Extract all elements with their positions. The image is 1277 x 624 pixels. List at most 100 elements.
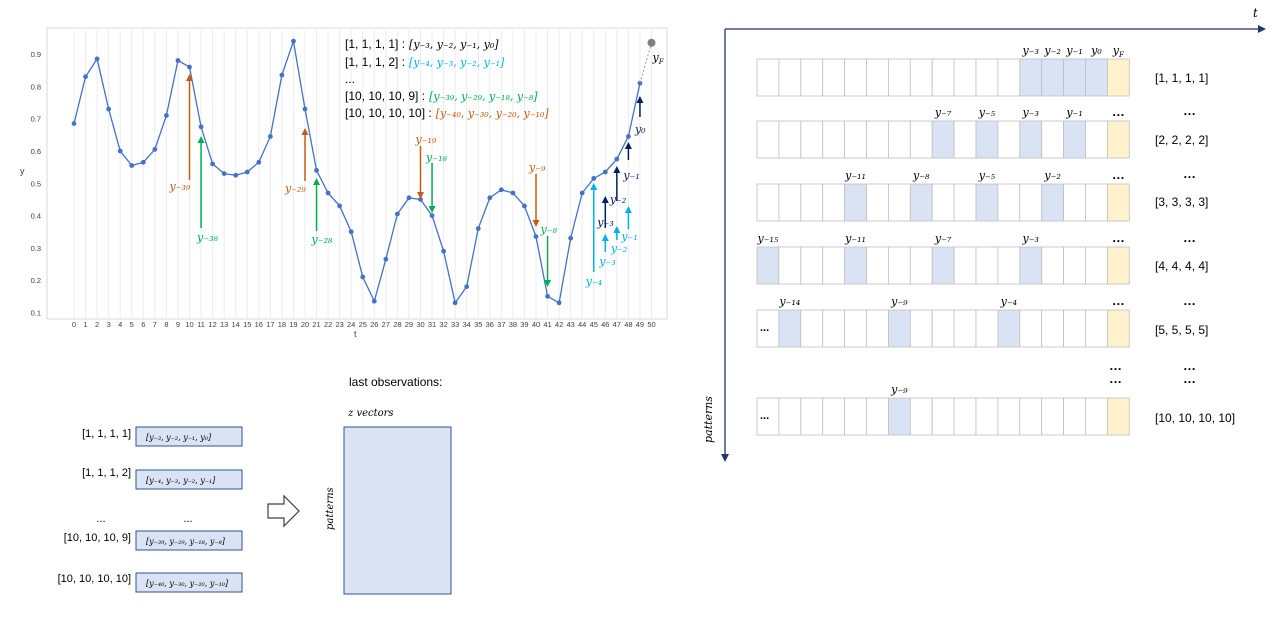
x-tick-label: 31 <box>428 320 436 329</box>
data-point <box>556 300 562 306</box>
data-point <box>475 226 481 231</box>
pattern-grid-diagram: t patterns y₋₃ y₋₂ y₋₁ y₀ yFy₋₇ y₋₅ y₋₃ y₋₁ …y₋₁… <box>702 6 1266 462</box>
cell-label: y₋₂ <box>1043 44 1060 57</box>
x-tick-label: 43 <box>566 320 574 329</box>
annotation-label: y₋₃ <box>598 255 615 268</box>
cell-label: y₋₁₁ <box>844 232 866 245</box>
annotation-arrow: y₋₃₉ <box>169 74 193 193</box>
grid-cell <box>997 120 1021 159</box>
hollow-right-arrow-icon <box>267 494 300 528</box>
cell-label: … <box>1112 104 1125 119</box>
annotation-arrow: y₋₂ <box>609 166 626 206</box>
pattern-label-2: [1, 1, 1, 2] <box>82 467 131 479</box>
chart-annotations: y₋₃₉y₋₃₈y₋₂₉y₋₂₈y₋₁₉y₋₁₈y₋₉y₋₈y₋₄y₋₃y₋₂y… <box>169 74 646 288</box>
gap-dots-4: … <box>1183 371 1196 386</box>
grid-cell <box>866 120 889 159</box>
cell-label: y₋₃ <box>1022 44 1039 57</box>
grid-cell <box>909 120 933 159</box>
last-observations-title: last observations: <box>349 375 442 389</box>
grid-cell <box>909 309 933 348</box>
row-extra-dots-5: … <box>1183 293 1196 308</box>
x-tick-label: 18 <box>278 320 286 329</box>
grid-cell <box>1063 183 1086 222</box>
grid-cell <box>1063 120 1086 159</box>
annotation-arrow: y₀ <box>634 96 646 136</box>
data-point <box>395 211 400 217</box>
grid-cell <box>844 246 867 285</box>
data-point <box>152 146 158 152</box>
data-point <box>383 256 389 262</box>
grid-cell <box>1063 309 1086 348</box>
grid-cell <box>1041 309 1064 348</box>
data-point <box>233 172 239 178</box>
cell-label: y₋₂ <box>1043 169 1060 182</box>
data-point <box>302 106 308 112</box>
grid-cell <box>1019 120 1043 159</box>
data-point <box>602 169 608 175</box>
x-tick-label: 15 <box>243 320 251 329</box>
grid-cell <box>1041 246 1064 285</box>
grid-cell <box>997 183 1021 222</box>
data-point <box>418 197 423 202</box>
cell-label: y₋₁ <box>1065 106 1082 119</box>
x-tick-label: 14 <box>232 320 240 329</box>
x-tick-label: 39 <box>520 320 528 329</box>
data-point <box>71 121 77 126</box>
legend-line-5: [10, 10, 10, 10] : [y₋₄₀, y₋₃₀, y₋₂₀, y₋₁… <box>345 106 549 120</box>
grid-cell <box>1107 397 1130 436</box>
pattern-label-5: [10, 10, 10, 10] <box>58 573 131 585</box>
data-point <box>614 156 620 162</box>
z-vector-text-2: [y₋₄, y₋₃, y₋₂, y₋₁] <box>146 476 216 485</box>
x-tick-label: 33 <box>451 320 459 329</box>
grid-cell <box>1019 58 1043 97</box>
annotation-arrow: y₋₈ <box>540 223 558 287</box>
data-point <box>522 203 527 209</box>
x-tick-label: 45 <box>590 320 598 329</box>
grid-cell <box>844 397 867 436</box>
data-point <box>579 190 585 196</box>
cell-label: y₋₁₄ <box>778 295 800 308</box>
data-point <box>106 106 112 112</box>
grid-cell <box>909 58 933 97</box>
annotation-label: y₋₂ <box>610 242 627 255</box>
x-tick-label: 7 <box>153 320 157 329</box>
annotation-label: y₋₁₉ <box>415 133 437 146</box>
x-tick-label: 6 <box>141 320 145 329</box>
x-tick-label: 26 <box>370 320 378 329</box>
grid-cell <box>800 58 824 97</box>
grid-cell <box>778 58 802 97</box>
annotation-arrow: y₋₃ <box>598 234 616 268</box>
grid-cell <box>800 120 824 159</box>
x-tick-label: 36 <box>486 320 494 329</box>
cell-label: y₀ <box>1090 44 1102 57</box>
annotation-arrow: y₋₃ <box>596 196 614 229</box>
grid-cell <box>1019 246 1043 285</box>
data-point <box>406 195 412 201</box>
grid-cell <box>822 58 846 97</box>
z-vector-box-4 <box>135 530 243 551</box>
forecast-point <box>647 38 656 47</box>
grid-cell <box>997 58 1021 97</box>
t-axis-label: t <box>1253 6 1258 20</box>
cell-label: … <box>1112 293 1125 308</box>
data-point <box>244 169 250 175</box>
data-point <box>464 284 470 290</box>
y-tick-label: 0.6 <box>31 147 41 156</box>
x-tick-label: 37 <box>497 320 505 329</box>
data-point <box>267 134 273 139</box>
cell-label: y₋₅ <box>978 169 996 182</box>
grid-cell <box>1063 58 1086 97</box>
grid-cell <box>953 183 977 222</box>
data-point <box>291 38 296 44</box>
pattern-label-4: [10, 10, 10, 9] <box>64 532 131 544</box>
x-tick-label: 32 <box>439 320 447 329</box>
row-pattern-3: [3, 3, 3, 3] <box>1155 195 1208 209</box>
x-tick-label: 30 <box>416 320 424 329</box>
grid-cell <box>866 183 889 222</box>
grid-cell <box>888 58 911 97</box>
grid-cell <box>888 120 911 159</box>
annotation-arrow: y₋₁ <box>622 142 640 182</box>
x-tick-label: 27 <box>382 320 390 329</box>
grid-cell <box>800 309 824 348</box>
